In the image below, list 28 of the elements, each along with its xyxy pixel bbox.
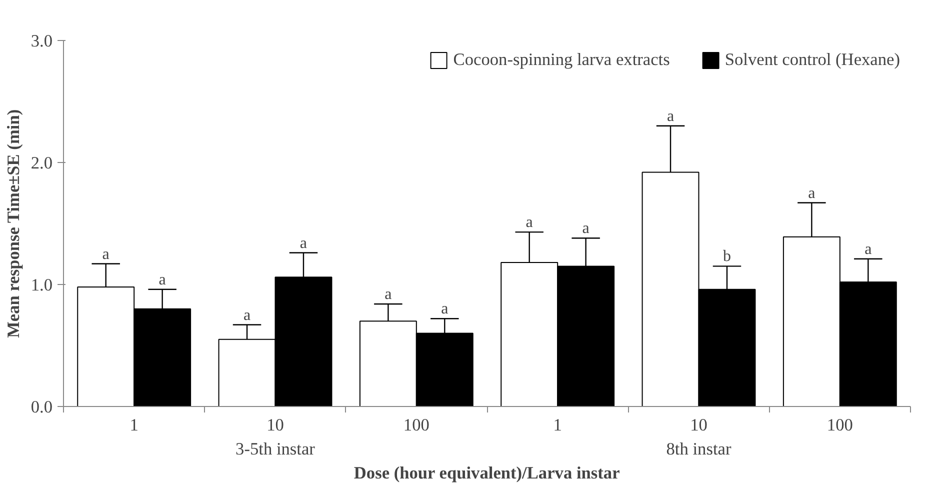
data-label: a bbox=[102, 246, 110, 263]
data-label: b bbox=[722, 248, 731, 266]
y-tick-label: 2.0 bbox=[30, 154, 53, 172]
data-label: a bbox=[384, 286, 392, 304]
data-label: a bbox=[158, 271, 166, 288]
data-label: a bbox=[243, 306, 251, 324]
x-axis-title: Dose (hour equivalent)/Larva instar bbox=[354, 464, 620, 482]
y-tick-label: 0.0 bbox=[30, 398, 53, 416]
x-tick-label: 1 bbox=[130, 416, 138, 434]
y-tick-label: 3.0 bbox=[30, 32, 53, 50]
x-tick-label: 10 bbox=[266, 416, 284, 434]
data-label: a bbox=[864, 240, 872, 258]
data-label: a bbox=[526, 214, 533, 232]
y-axis-title: Mean response Time±SE (min) bbox=[4, 109, 23, 338]
y-tick-label: 1.0 bbox=[30, 276, 53, 294]
data-label: a bbox=[300, 234, 308, 252]
data-label: a bbox=[808, 184, 816, 202]
text: 8th instar bbox=[666, 440, 732, 458]
x-tick-label: 1 bbox=[553, 416, 562, 434]
legend-label: Cocoon-spinning larva extracts bbox=[453, 50, 670, 70]
data-label: a bbox=[666, 108, 674, 125]
x-tick-label: 10 bbox=[690, 416, 708, 434]
data-label: a bbox=[582, 220, 590, 238]
data-label: a bbox=[441, 300, 448, 318]
legend-label: Solvent control (Hexane) bbox=[724, 50, 900, 70]
text: 3-5th instar bbox=[236, 440, 316, 458]
x-tick-label: 100 bbox=[826, 416, 853, 434]
x-tick-label: 100 bbox=[403, 416, 430, 434]
